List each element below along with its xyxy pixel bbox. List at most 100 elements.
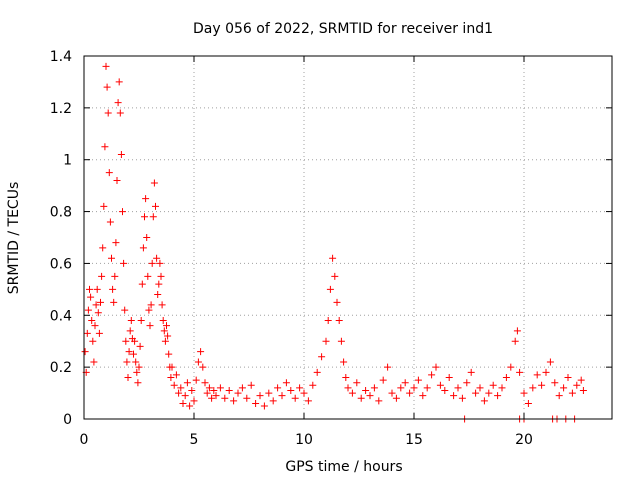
y-tick-label: 0 bbox=[63, 412, 72, 428]
data-point bbox=[546, 358, 554, 366]
data-point bbox=[102, 62, 110, 70]
data-point bbox=[100, 202, 108, 210]
data-point bbox=[86, 285, 93, 293]
data-point bbox=[156, 259, 164, 267]
data-point bbox=[335, 316, 343, 324]
data-point bbox=[119, 208, 126, 216]
plot-frame bbox=[83, 55, 613, 420]
data-point bbox=[201, 379, 209, 387]
data-point bbox=[529, 384, 537, 392]
x-tick-label: 20 bbox=[515, 432, 533, 448]
data-point bbox=[480, 397, 488, 405]
data-point bbox=[149, 213, 157, 221]
data-point bbox=[384, 363, 392, 371]
data-point bbox=[115, 78, 123, 86]
data-point bbox=[130, 350, 137, 358]
data-point bbox=[161, 337, 169, 345]
data-point bbox=[366, 392, 374, 400]
data-point bbox=[318, 353, 326, 361]
data-point bbox=[353, 379, 361, 387]
data-point bbox=[157, 272, 165, 280]
data-point bbox=[502, 374, 510, 382]
data-point bbox=[406, 389, 414, 397]
data-point bbox=[577, 376, 585, 384]
data-point bbox=[141, 213, 148, 221]
data-point bbox=[126, 327, 134, 335]
data-point bbox=[513, 327, 521, 335]
data-point bbox=[212, 392, 220, 400]
data-point bbox=[507, 363, 515, 371]
data-point bbox=[216, 384, 224, 392]
chart-title: Day 056 of 2022, SRMTID for receiver ind… bbox=[193, 21, 493, 37]
data-point bbox=[436, 381, 444, 389]
data-point bbox=[208, 394, 216, 402]
x-tick-label: 5 bbox=[190, 432, 199, 448]
data-point bbox=[441, 386, 449, 394]
data-point bbox=[143, 234, 151, 241]
data-point bbox=[92, 301, 100, 309]
data-point bbox=[127, 316, 135, 324]
data-point bbox=[296, 384, 304, 392]
y-tick-label: 0.4 bbox=[50, 308, 72, 324]
data-point bbox=[106, 218, 114, 226]
data-point bbox=[132, 358, 140, 366]
data-point bbox=[375, 397, 383, 405]
data-point bbox=[99, 244, 107, 252]
data-point bbox=[186, 402, 194, 410]
data-point bbox=[152, 202, 159, 210]
data-point bbox=[428, 371, 436, 379]
data-point bbox=[170, 381, 178, 389]
data-point bbox=[564, 374, 572, 382]
data-point bbox=[190, 397, 198, 405]
data-point bbox=[105, 169, 113, 177]
data-point bbox=[172, 371, 180, 379]
data-point bbox=[175, 389, 183, 397]
data-point bbox=[397, 384, 405, 392]
data-point bbox=[221, 394, 229, 402]
data-point bbox=[139, 244, 147, 252]
data-point bbox=[313, 368, 321, 376]
data-point bbox=[274, 384, 282, 392]
y-tick-label: 1.4 bbox=[50, 49, 72, 65]
data-point bbox=[192, 376, 200, 384]
y-tick-label: 0.6 bbox=[50, 256, 72, 272]
data-point bbox=[230, 397, 238, 405]
data-point bbox=[117, 151, 125, 159]
data-point bbox=[136, 342, 144, 350]
data-point bbox=[445, 374, 453, 382]
data-point bbox=[454, 384, 462, 392]
data-point bbox=[123, 358, 131, 366]
data-point bbox=[516, 368, 524, 376]
x-tick-label: 0 bbox=[80, 432, 89, 448]
data-point bbox=[467, 368, 475, 376]
data-point bbox=[463, 379, 471, 387]
data-point bbox=[153, 254, 161, 262]
data-point bbox=[154, 291, 162, 299]
data-point bbox=[103, 83, 111, 91]
data-point bbox=[243, 394, 251, 402]
data-point bbox=[144, 272, 152, 280]
data-point bbox=[234, 389, 242, 397]
data-point bbox=[109, 285, 117, 293]
y-axis-title: SRMTID / TECUs bbox=[6, 182, 22, 295]
grid-layer bbox=[84, 56, 612, 419]
data-point bbox=[344, 384, 352, 392]
data-point bbox=[423, 384, 431, 392]
data-point bbox=[203, 389, 211, 397]
data-point bbox=[260, 402, 268, 410]
data-point bbox=[520, 389, 528, 397]
y-tick-label: 1 bbox=[63, 153, 72, 169]
data-point bbox=[362, 386, 370, 394]
data-point bbox=[225, 386, 233, 394]
data-point bbox=[287, 386, 295, 394]
data-point bbox=[392, 394, 400, 402]
data-point bbox=[94, 309, 102, 317]
data-point bbox=[91, 322, 99, 330]
y-tick-label: 0.8 bbox=[50, 205, 72, 221]
data-point bbox=[137, 316, 145, 324]
data-point bbox=[388, 389, 396, 397]
data-point bbox=[179, 399, 187, 407]
data-point bbox=[93, 285, 101, 293]
data-point bbox=[542, 368, 550, 376]
data-point bbox=[458, 394, 466, 402]
